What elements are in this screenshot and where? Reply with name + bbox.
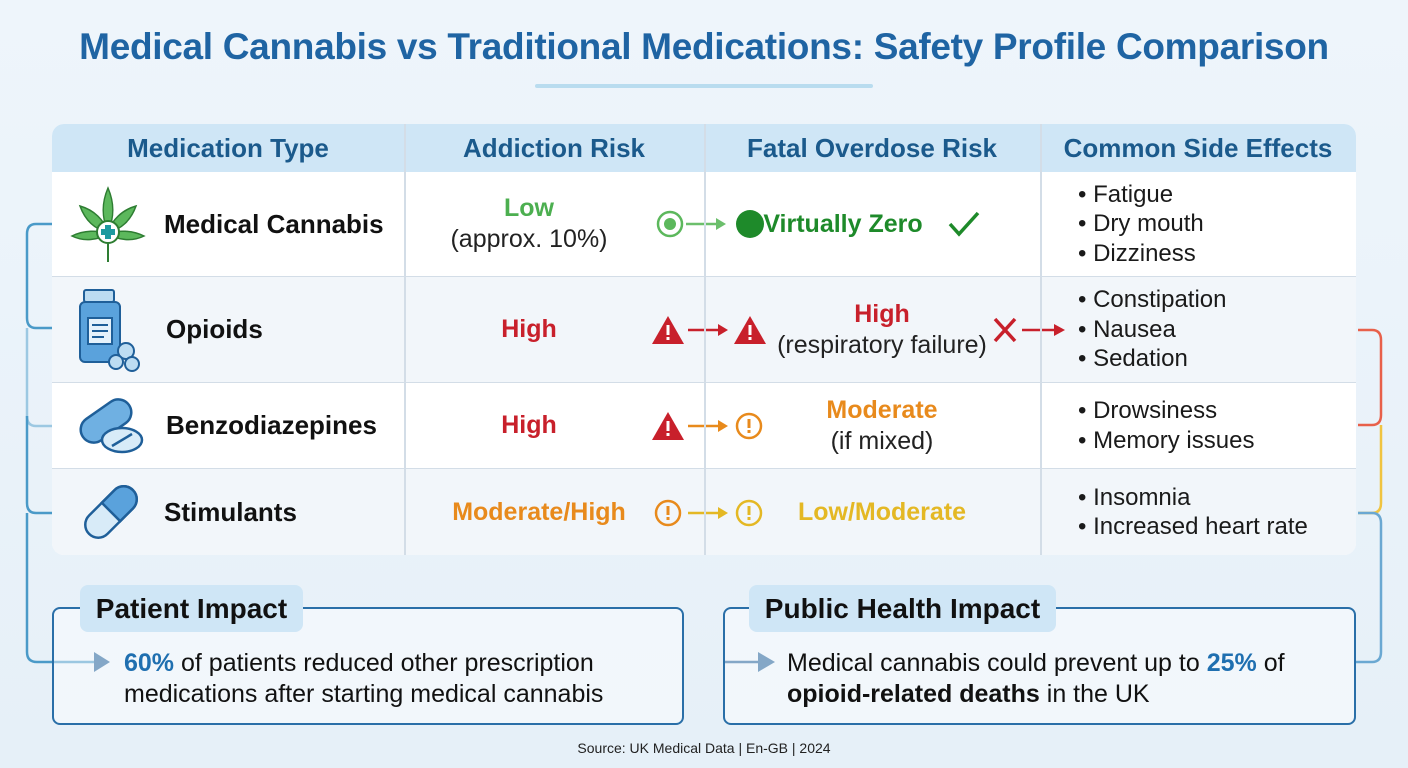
medication-name: Stimulants xyxy=(164,496,297,527)
overdose-risk-note: (respiratory failure) xyxy=(777,330,987,359)
bracket-benzo xyxy=(25,328,52,428)
pills-icon xyxy=(79,397,144,453)
arrow-public-icon xyxy=(758,652,775,672)
side-effect-item: • Nausea xyxy=(1078,315,1176,343)
cannabis-leaf-icon xyxy=(70,186,146,262)
side-effect-item: • Memory issues xyxy=(1078,426,1255,454)
overdose-risk-value: Virtually Zero xyxy=(763,209,923,238)
medication-name: Opioids xyxy=(166,314,263,344)
header-medication-type: Medication Type xyxy=(52,124,404,172)
addiction-risk-value: Low xyxy=(504,194,554,222)
patient-impact-label: Patient Impact xyxy=(80,585,303,632)
x-icon xyxy=(993,317,1065,343)
patient-impact-text: 60% of patients reduced other prescripti… xyxy=(124,649,604,708)
check-icon xyxy=(948,211,979,237)
warning-triangle-icon xyxy=(652,316,684,344)
overdose-risk-value: High xyxy=(854,299,910,328)
header-side-effects: Common Side Effects xyxy=(1040,124,1356,172)
exclamation-circle-icon xyxy=(735,499,763,527)
side-effect-item: • Dizziness xyxy=(1078,239,1196,267)
medication-name: Benzodiazepines xyxy=(166,410,377,440)
side-effect-item: • Constipation xyxy=(1078,286,1227,314)
capsule-icon xyxy=(84,485,138,539)
column-divider xyxy=(704,124,706,555)
side-effect-item: • Increased heart rate xyxy=(1078,513,1308,540)
bracket-stimulants xyxy=(25,416,52,515)
bracket-cannabis-opioids xyxy=(25,222,52,330)
column-divider xyxy=(404,124,406,555)
addiction-risk-value: Moderate/High xyxy=(452,497,626,526)
warning-triangle-icon xyxy=(652,412,684,440)
side-effect-item: • Insomnia xyxy=(1078,483,1191,511)
addiction-risk-note: (approx. 10%) xyxy=(450,225,608,253)
bracket-opioids-benzo xyxy=(1358,328,1383,427)
header-fatal-overdose-risk: Fatal Overdose Risk xyxy=(704,124,1040,172)
side-effect-item: • Fatigue xyxy=(1078,180,1174,208)
risk-transition-arrow xyxy=(654,499,763,527)
exclamation-circle-icon xyxy=(654,499,682,527)
bracket-stimulants-right xyxy=(1358,425,1383,515)
warning-triangle-icon xyxy=(734,316,766,344)
header-addiction-risk: Addiction Risk xyxy=(404,124,704,172)
source-note: Source: UK Medical Data | En-GB | 2024 xyxy=(577,740,831,756)
exclamation-circle-icon xyxy=(735,412,763,440)
connector-public-health xyxy=(1356,511,1383,664)
side-effect-item: • Dry mouth xyxy=(1078,210,1204,238)
comparison-table: Medication Type Addiction Risk Fatal Ove… xyxy=(52,124,1356,555)
side-effect-item: • Drowsiness xyxy=(1078,397,1218,424)
target-circle-icon xyxy=(656,210,684,238)
risk-transition-arrow xyxy=(656,210,764,238)
pill-bottle-icon xyxy=(79,288,140,372)
page-title: Medical Cannabis vs Traditional Medicati… xyxy=(79,26,1329,67)
overdose-risk-value: Moderate xyxy=(826,395,938,424)
addiction-risk-value: High xyxy=(501,315,557,343)
overdose-risk-note: (if mixed) xyxy=(830,426,934,455)
title-underline xyxy=(535,84,873,88)
connector-patient-impact xyxy=(25,513,96,664)
addiction-risk-value: High xyxy=(501,411,557,439)
public-health-impact-label: Public Health Impact xyxy=(749,585,1056,632)
overdose-risk-value: Low/Moderate xyxy=(797,497,967,526)
filled-circle-icon xyxy=(736,210,764,238)
medication-name: Medical Cannabis xyxy=(164,208,384,239)
column-divider xyxy=(1040,124,1042,555)
side-effect-item: • Sedation xyxy=(1078,345,1188,373)
arrow-patient-icon xyxy=(94,652,110,672)
public-health-text: Medical cannabis could prevent up to 25%… xyxy=(787,649,1285,708)
